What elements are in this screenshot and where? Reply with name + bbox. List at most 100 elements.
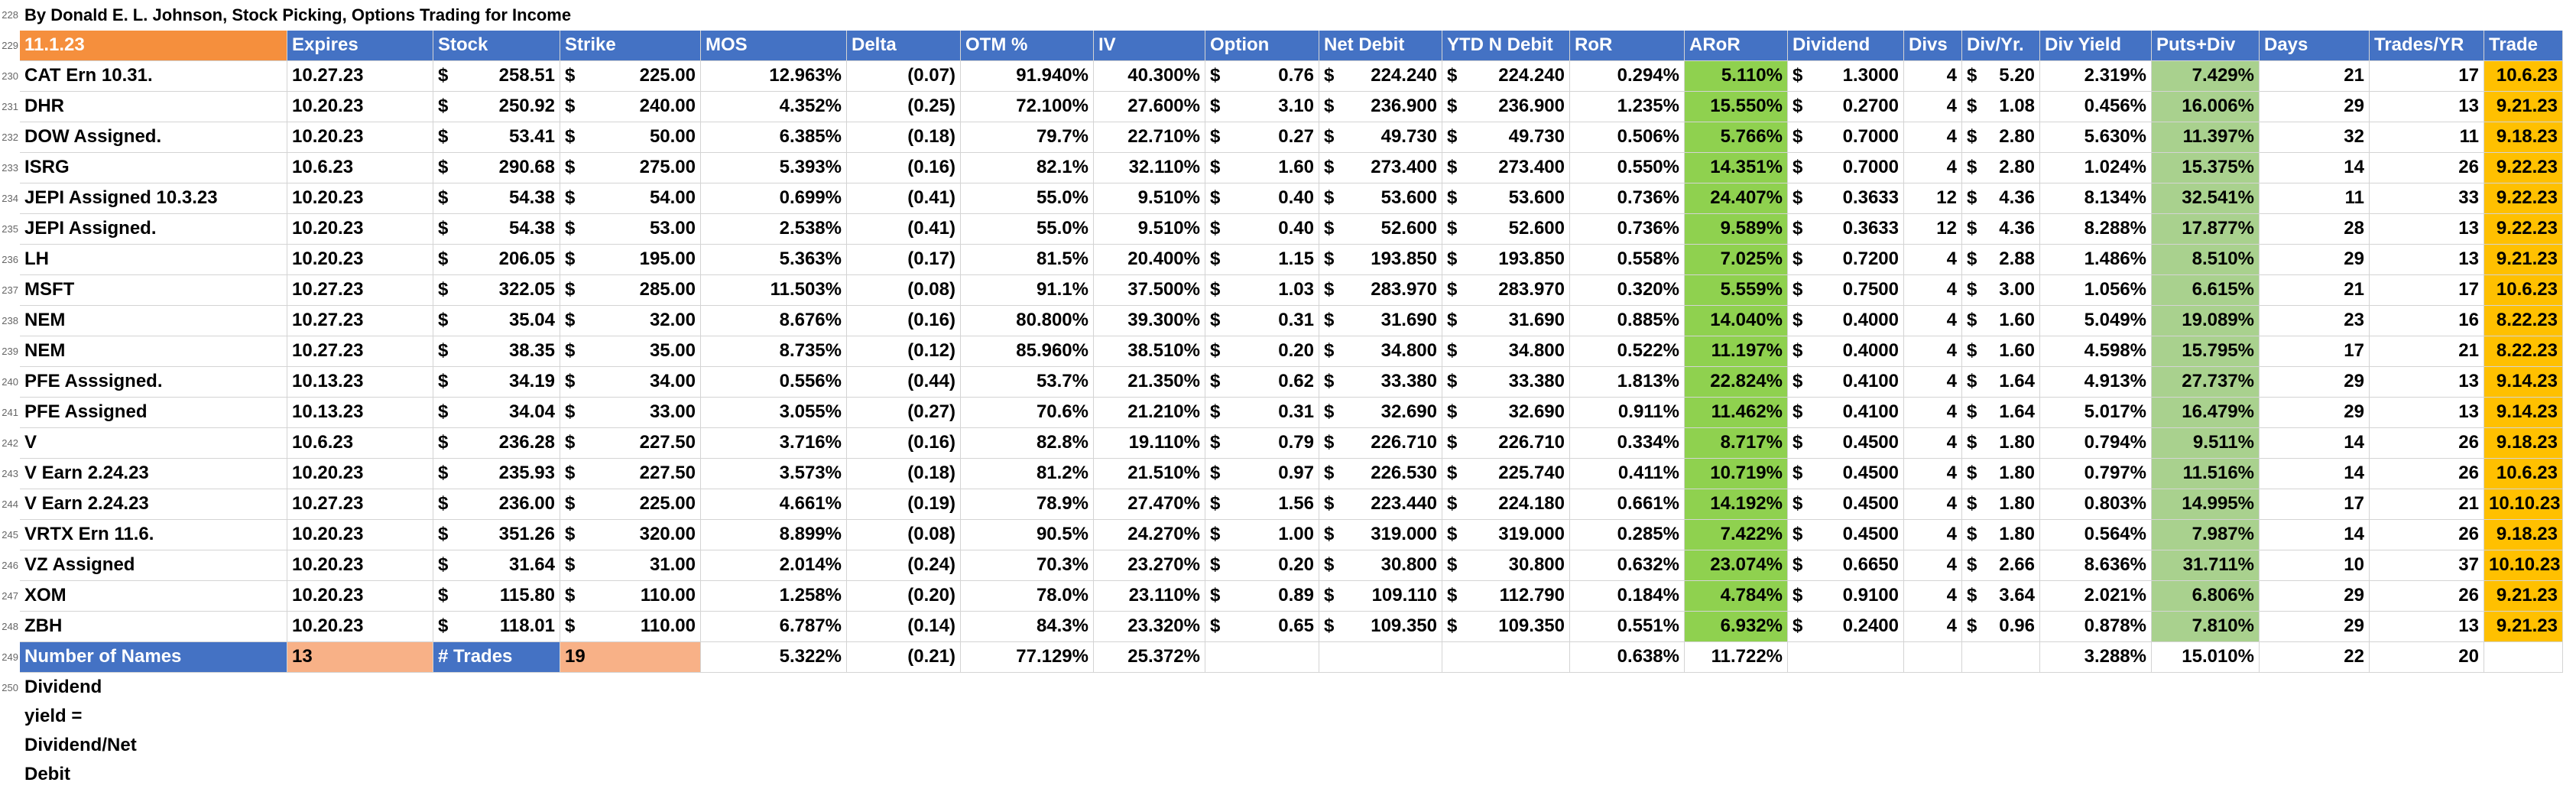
cell-expires[interactable]: 10.20.23 xyxy=(287,245,433,275)
cell-otm[interactable]: 72.100% xyxy=(961,92,1094,122)
cell-option[interactable]: $1.15 xyxy=(1205,245,1319,275)
cell-divs[interactable]: 4 xyxy=(1904,336,1962,367)
cell-mos[interactable]: 3.055% xyxy=(701,398,847,428)
cell-strike[interactable]: $275.00 xyxy=(560,153,701,183)
cell-ror[interactable]: 0.632% xyxy=(1570,550,1685,581)
cell-option[interactable]: $1.03 xyxy=(1205,275,1319,306)
cell-ror[interactable]: 0.522% xyxy=(1570,336,1685,367)
cell-expires[interactable]: 10.20.23 xyxy=(287,612,433,642)
cell-puts-div[interactable]: 15.795% xyxy=(2152,336,2260,367)
cell-iv[interactable]: 38.510% xyxy=(1094,336,1205,367)
header-expires[interactable]: Expires xyxy=(287,31,433,61)
cell-divs[interactable]: 4 xyxy=(1904,520,1962,550)
cell-expires[interactable]: 10.6.23 xyxy=(287,428,433,459)
cell-name[interactable]: ZBH xyxy=(20,612,287,642)
cell-expires[interactable]: 10.27.23 xyxy=(287,306,433,336)
cell-ytd-net-debit[interactable]: $224.240 xyxy=(1442,61,1570,92)
header-aror[interactable]: ARoR xyxy=(1685,31,1788,61)
cell-aror[interactable]: 14.192% xyxy=(1685,489,1788,520)
cell-aror[interactable]: 6.932% xyxy=(1685,612,1788,642)
cell-aror[interactable]: 24.407% xyxy=(1685,183,1788,214)
cell-ror[interactable]: 0.885% xyxy=(1570,306,1685,336)
header-otm[interactable]: OTM % xyxy=(961,31,1094,61)
summary-ror[interactable]: 0.638% xyxy=(1570,642,1685,673)
summary-otm[interactable]: 77.129% xyxy=(961,642,1094,673)
cell-iv[interactable]: 21.350% xyxy=(1094,367,1205,398)
cell-delta[interactable]: (0.08) xyxy=(847,520,961,550)
cell-option[interactable]: $0.79 xyxy=(1205,428,1319,459)
cell-div-yr[interactable]: $1.08 xyxy=(1962,92,2040,122)
cell-delta[interactable]: (0.07) xyxy=(847,61,961,92)
header-name[interactable]: 11.1.23 xyxy=(20,31,287,61)
cell-dividend[interactable]: $0.3633 xyxy=(1788,214,1904,245)
cell-expires[interactable]: 10.20.23 xyxy=(287,520,433,550)
cell-divs[interactable]: 4 xyxy=(1904,367,1962,398)
cell-div-yield[interactable]: 5.049% xyxy=(2040,306,2152,336)
summary-trades-yr[interactable]: 20 xyxy=(2370,642,2484,673)
cell-net-debit[interactable]: $109.350 xyxy=(1319,612,1442,642)
cell-strike[interactable]: $32.00 xyxy=(560,306,701,336)
cell-net-debit[interactable]: $30.800 xyxy=(1319,550,1442,581)
header-trades-yr[interactable]: Trades/YR xyxy=(2370,31,2484,61)
header-puts-div[interactable]: Puts+Div xyxy=(2152,31,2260,61)
cell-expires[interactable]: 10.13.23 xyxy=(287,398,433,428)
cell-divs[interactable]: 4 xyxy=(1904,398,1962,428)
cell-trade[interactable]: 8.22.23 xyxy=(2484,336,2563,367)
cell-name[interactable]: VZ Assigned xyxy=(20,550,287,581)
header-iv[interactable]: IV xyxy=(1094,31,1205,61)
header-strike[interactable]: Strike xyxy=(560,31,701,61)
cell-stock[interactable]: $236.28 xyxy=(433,428,560,459)
cell-trades-yr[interactable]: 13 xyxy=(2370,214,2484,245)
cell-ror[interactable]: 1.813% xyxy=(1570,367,1685,398)
cell-stock[interactable]: $31.64 xyxy=(433,550,560,581)
cell-stock[interactable]: $118.01 xyxy=(433,612,560,642)
cell-option[interactable]: $0.20 xyxy=(1205,550,1319,581)
summary-mos[interactable]: 5.322% xyxy=(701,642,847,673)
cell-trade[interactable]: 9.18.23 xyxy=(2484,520,2563,550)
cell-trades-yr[interactable]: 21 xyxy=(2370,489,2484,520)
cell-trade[interactable]: 9.22.23 xyxy=(2484,153,2563,183)
cell-expires[interactable]: 10.20.23 xyxy=(287,214,433,245)
cell-divs[interactable]: 4 xyxy=(1904,459,1962,489)
cell-div-yield[interactable]: 2.021% xyxy=(2040,581,2152,612)
cell-net-debit[interactable]: $319.000 xyxy=(1319,520,1442,550)
cell-iv[interactable]: 27.600% xyxy=(1094,92,1205,122)
cell-div-yield[interactable]: 4.913% xyxy=(2040,367,2152,398)
cell-ytd-net-debit[interactable]: $236.900 xyxy=(1442,92,1570,122)
cell-puts-div[interactable]: 11.397% xyxy=(2152,122,2260,153)
cell-otm[interactable]: 90.5% xyxy=(961,520,1094,550)
cell-dividend[interactable]: $0.4000 xyxy=(1788,336,1904,367)
header-stock[interactable]: Stock xyxy=(433,31,560,61)
cell-ror[interactable]: 0.506% xyxy=(1570,122,1685,153)
cell-ytd-net-debit[interactable]: $34.800 xyxy=(1442,336,1570,367)
cell-net-debit[interactable]: $109.110 xyxy=(1319,581,1442,612)
cell-divs[interactable]: 12 xyxy=(1904,214,1962,245)
cell-delta[interactable]: (0.44) xyxy=(847,367,961,398)
header-option[interactable]: Option xyxy=(1205,31,1319,61)
cell-name[interactable]: V xyxy=(20,428,287,459)
cell-puts-div[interactable]: 7.987% xyxy=(2152,520,2260,550)
cell-div-yr[interactable]: $2.88 xyxy=(1962,245,2040,275)
cell-div-yr[interactable]: $5.20 xyxy=(1962,61,2040,92)
cell-ytd-net-debit[interactable]: $52.600 xyxy=(1442,214,1570,245)
cell-option[interactable]: $3.10 xyxy=(1205,92,1319,122)
cell-dividend[interactable]: $0.4000 xyxy=(1788,306,1904,336)
cell-trade[interactable]: 9.14.23 xyxy=(2484,367,2563,398)
cell-dividend[interactable]: $0.6650 xyxy=(1788,550,1904,581)
cell-stock[interactable]: $34.19 xyxy=(433,367,560,398)
cell-option[interactable]: $1.00 xyxy=(1205,520,1319,550)
cell-days[interactable]: 32 xyxy=(2260,122,2370,153)
cell-div-yr[interactable]: $1.80 xyxy=(1962,489,2040,520)
cell-mos[interactable]: 5.363% xyxy=(701,245,847,275)
cell-strike[interactable]: $225.00 xyxy=(560,61,701,92)
cell-otm[interactable]: 82.1% xyxy=(961,153,1094,183)
cell-mos[interactable]: 8.735% xyxy=(701,336,847,367)
cell-stock[interactable]: $54.38 xyxy=(433,214,560,245)
cell-ror[interactable]: 0.334% xyxy=(1570,428,1685,459)
cell-puts-div[interactable]: 11.516% xyxy=(2152,459,2260,489)
cell-days[interactable]: 14 xyxy=(2260,153,2370,183)
cell-trades-yr[interactable]: 21 xyxy=(2370,336,2484,367)
cell-div-yr[interactable]: $1.64 xyxy=(1962,398,2040,428)
cell-div-yield[interactable]: 4.598% xyxy=(2040,336,2152,367)
cell-trade[interactable]: 9.21.23 xyxy=(2484,581,2563,612)
